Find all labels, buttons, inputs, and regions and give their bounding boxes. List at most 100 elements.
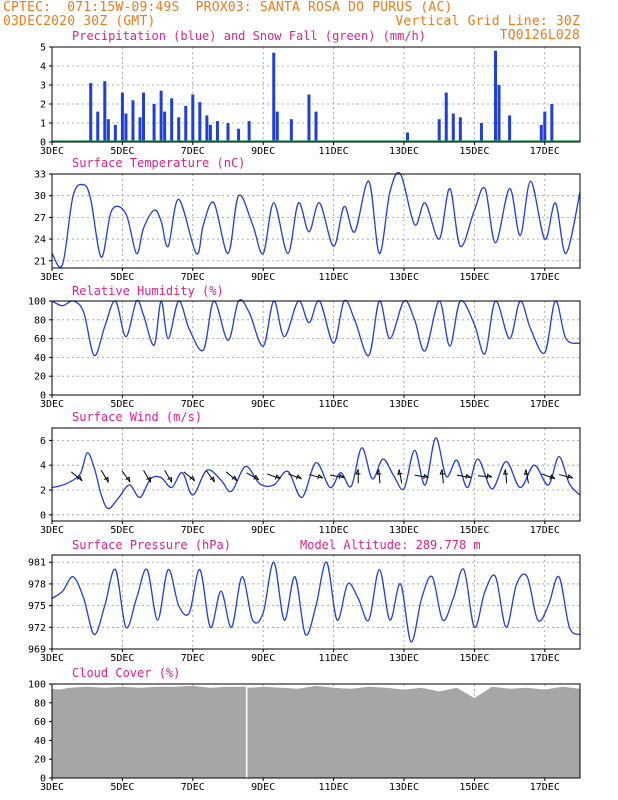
precip-bar [479,123,483,142]
precip-bar [458,117,462,142]
y-tick-label: 0 [40,510,46,521]
x-tick-label: 15DEC [459,525,489,536]
panel-frame [51,554,581,650]
precip-bar [198,102,202,142]
x-tick-label: 11DEC [319,146,349,157]
panel-frame [51,173,581,269]
x-tick-label: 17DEC [530,272,560,283]
series-line-1 [51,172,581,268]
wind-arrow [559,474,573,479]
precip-bar [289,119,293,142]
panel-title: Surface Temperature (nC) [72,156,245,170]
panel-frame [51,427,581,522]
wind-arrow-head [465,473,472,479]
wind-arrow-head [189,475,196,482]
x-tick-label: 5DEC [110,272,134,283]
x-tick-label: 17DEC [530,146,560,157]
y-tick-label: 60 [34,334,46,345]
x-tick-label: 13DEC [389,399,419,410]
precip-bar [113,124,117,142]
x-tick-label: 3DEC [40,782,64,793]
panel-4 [49,554,581,652]
wind-arrow [309,474,323,479]
wind-arrow [225,471,238,482]
header-grid-note: Vertical Grid Line: 30Z [395,14,580,29]
panel-3 [49,427,581,524]
y-tick-label: 4 [40,62,46,73]
precip-bar [184,105,188,142]
x-tick-label: 3DEC [40,272,64,283]
x-tick-label: 13DEC [389,653,419,664]
wind-arrow [414,474,429,479]
x-tick-label: 13DEC [389,272,419,283]
x-tick-label: 17DEC [530,525,560,536]
panel-2 [49,299,581,398]
precip-bar [215,121,219,142]
wind-arrow-head [167,476,173,483]
wind-arrow [378,469,381,484]
y-tick-label: 20 [34,755,46,766]
x-tick-label: 17DEC [530,399,560,410]
y-tick-label: 0 [40,774,46,785]
precip-bar [543,111,547,142]
precip-bar [237,128,241,142]
panel-title: Precipitation (blue) and Snow Fall (gree… [72,29,426,43]
x-tick-label: 5DEC [110,399,134,410]
precip-bar [550,104,554,142]
wind-arrow-head [209,476,215,483]
precip-bar [497,85,501,142]
panel-5 [49,683,581,781]
wind-arrow [541,473,556,480]
panel-frame [51,46,581,143]
precip-bar [508,115,512,142]
x-tick-label: 15DEC [459,146,489,157]
y-tick-label: 27 [34,213,46,224]
precip-bar [191,94,195,142]
x-tick-label: 15DEC [459,399,489,410]
y-tick-label: 5 [40,43,46,54]
x-tick-label: 3DEC [40,146,64,157]
y-tick-label: 80 [34,698,46,709]
precip-bar [138,117,142,142]
precip-bar [142,92,146,142]
panel-title: Relative Humidity (%) [72,284,224,298]
y-tick-label: 40 [34,353,46,364]
wind-arrow-head [523,469,529,475]
wind-arrow-head [253,474,260,481]
wind-arrow-head [103,476,109,483]
y-tick-label: 4 [40,461,46,472]
wind-arrow [504,469,508,484]
y-tick-label: 100 [28,297,46,308]
x-tick-label: 9DEC [251,653,275,664]
wind-arrow [477,475,492,478]
y-tick-label: 100 [28,680,46,691]
x-tick-label: 7DEC [181,146,205,157]
precip-bar [494,50,498,142]
y-tick-label: 20 [34,372,46,383]
wind-arrow [288,473,302,480]
x-tick-label: 3DEC [40,525,64,536]
wind-arrow-head [486,473,493,479]
wind-arrow-head [355,469,361,475]
wind-arrow [398,469,403,484]
precip-bar [208,124,212,142]
wind-arrow [246,472,259,481]
series-line-3 [51,437,581,510]
series-line-2 [51,299,581,357]
precip-bar [152,104,156,142]
series-line-4 [51,561,581,643]
wind-arrow-head [439,469,445,475]
x-tick-label: 5DEC [110,782,134,793]
y-tick-label: 3 [40,81,46,92]
x-tick-label: 11DEC [319,525,349,536]
x-tick-label: 7DEC [181,272,205,283]
precip-bar [124,113,128,142]
wind-arrow-head [76,475,83,482]
precip-bar [106,119,110,142]
wind-arrow [143,470,151,483]
y-tick-label: 0 [40,138,46,149]
precip-bar [444,92,448,142]
panel-frame [51,300,581,396]
panel-title: Surface Pressure (hPa) [72,538,231,552]
y-tick-label: 6 [40,436,46,447]
